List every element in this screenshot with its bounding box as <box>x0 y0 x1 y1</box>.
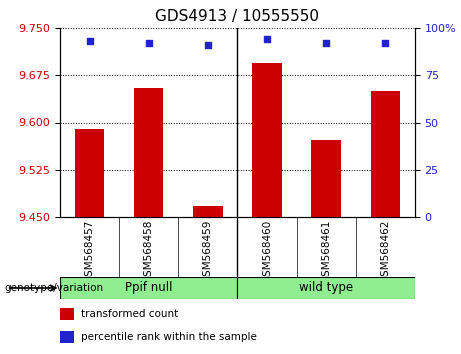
Point <box>322 40 330 46</box>
Text: wild type: wild type <box>299 281 353 295</box>
Bar <box>60 277 237 299</box>
Bar <box>237 277 415 299</box>
Title: GDS4913 / 10555550: GDS4913 / 10555550 <box>155 9 319 24</box>
Text: transformed count: transformed count <box>81 309 178 319</box>
Point <box>204 42 212 48</box>
Bar <box>75 129 104 217</box>
Text: GSM568457: GSM568457 <box>84 220 95 283</box>
Point <box>382 40 389 46</box>
Text: GSM568461: GSM568461 <box>321 220 331 283</box>
Text: Ppif null: Ppif null <box>125 281 172 295</box>
Text: GSM568458: GSM568458 <box>144 220 154 283</box>
Point <box>263 36 271 42</box>
Bar <box>60 331 74 343</box>
Point <box>86 38 93 44</box>
Bar <box>311 140 341 217</box>
Text: genotype/variation: genotype/variation <box>5 283 104 293</box>
Text: GSM568460: GSM568460 <box>262 220 272 283</box>
Text: GSM568462: GSM568462 <box>380 220 390 283</box>
Bar <box>134 88 164 217</box>
Text: GSM568459: GSM568459 <box>203 220 213 283</box>
Bar <box>252 63 282 217</box>
Point <box>145 40 152 46</box>
Bar <box>193 206 223 217</box>
Text: percentile rank within the sample: percentile rank within the sample <box>81 332 257 342</box>
Bar <box>371 91 400 217</box>
Bar <box>60 308 74 320</box>
